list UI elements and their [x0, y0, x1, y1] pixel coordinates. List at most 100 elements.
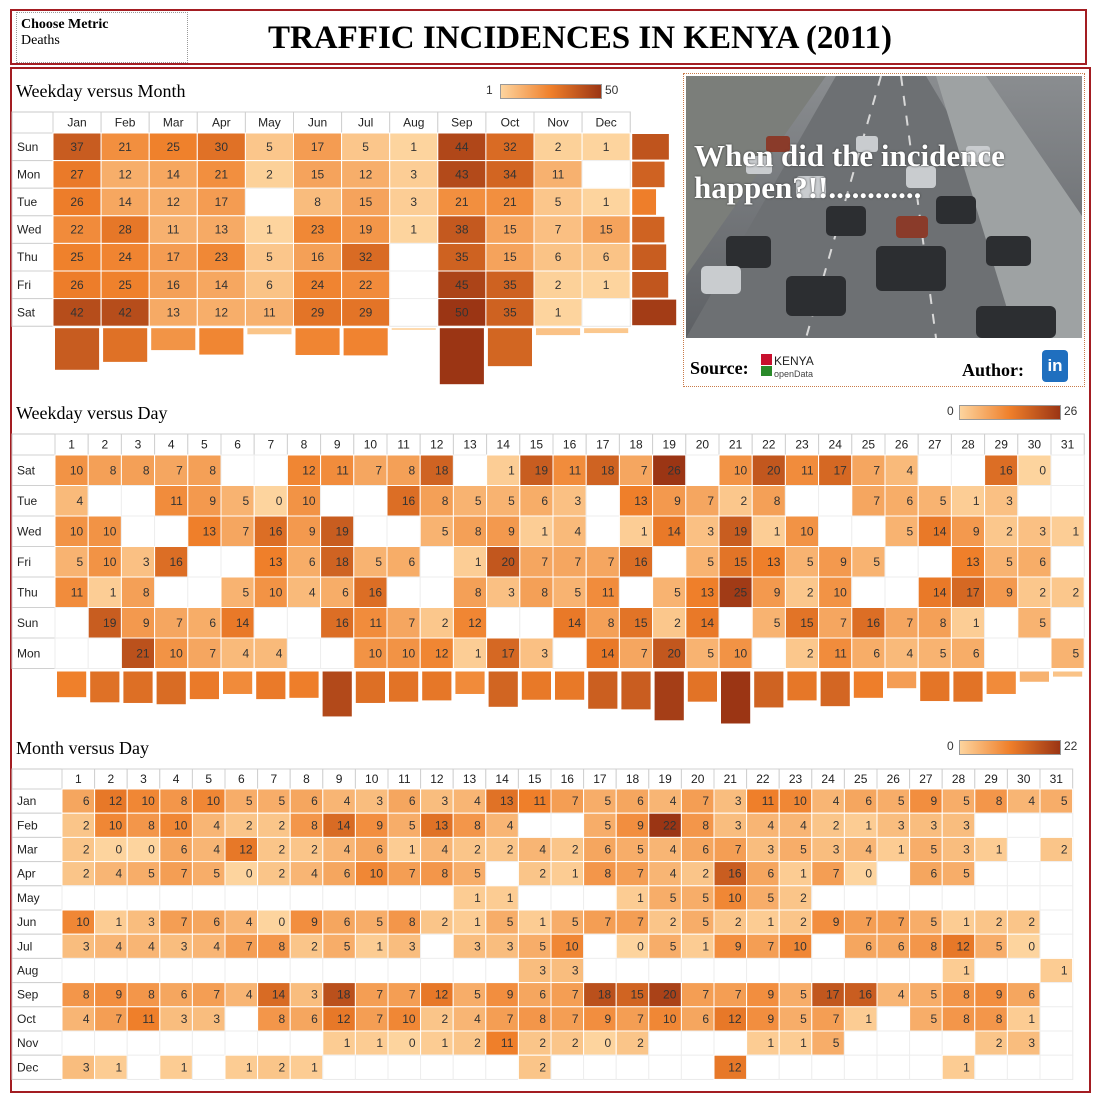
heatmap-cell-value: 11: [167, 223, 180, 237]
heatmap-cell-value: 8: [963, 988, 970, 1002]
column-header-label: 28: [952, 772, 966, 786]
heatmap-cell-value: 5: [670, 939, 677, 953]
heatmap-empty-cell: [843, 1054, 878, 1080]
heatmap-cell-value: 7: [376, 988, 383, 1002]
heatmap-cell-value: 10: [302, 494, 316, 508]
heatmap-cell-value: 15: [311, 167, 325, 181]
heatmap-empty-cell: [257, 1030, 291, 1056]
heatmap-cell: [289, 982, 324, 1008]
heatmap-empty-cell: [420, 933, 454, 959]
heatmap-cell-value: 23: [215, 250, 229, 264]
legend-max: 22: [1064, 739, 1078, 753]
heatmap-cell-value: 4: [344, 843, 351, 857]
heatmap-cell: [615, 1030, 650, 1056]
heatmap-cell-value: 8: [931, 939, 938, 953]
heatmap-cell: [583, 836, 617, 863]
heatmap-cell: [486, 485, 521, 517]
heatmap-cell: [784, 546, 820, 578]
heatmap-cell: [550, 982, 585, 1008]
heatmap-cell-value: 3: [898, 818, 905, 832]
heatmap-cell: [100, 270, 150, 300]
column-header-label: 14: [495, 772, 509, 786]
column-header-label: 29: [995, 438, 1009, 452]
heatmap-cell-value: 14: [167, 167, 181, 181]
heatmap-cell-value: 3: [931, 818, 938, 832]
heatmap-cell: [100, 242, 150, 272]
linkedin-icon[interactable]: in: [1042, 350, 1068, 382]
heatmap-cell: [1006, 909, 1041, 935]
heatmap-cell-value: 16: [402, 494, 416, 508]
heatmap-cell-value: 1: [603, 140, 610, 154]
metric-value[interactable]: Deaths: [21, 33, 60, 48]
heatmap-cell-value: 1: [266, 223, 273, 237]
heatmap-cell: [452, 885, 487, 911]
heatmap-cell-value: 3: [735, 794, 742, 808]
heatmap-cell-value: 24: [311, 278, 325, 292]
heatmap-cell-value: 11: [534, 794, 547, 808]
row-header-label: Wed: [17, 223, 41, 237]
heatmap-cell-value: 8: [475, 524, 482, 538]
heatmap-cell-value: 28: [118, 223, 132, 237]
heatmap-cell-value: 1: [641, 524, 648, 538]
heatmap-cell: [54, 515, 89, 547]
heatmap-cell: [253, 576, 288, 608]
heatmap-cell-value: 9: [768, 988, 775, 1002]
heatmap-cell-value: 4: [246, 915, 253, 929]
column-header-label: 21: [724, 772, 738, 786]
heatmap-cell-value: 7: [840, 616, 847, 630]
column-header-label: 18: [626, 772, 640, 786]
heatmap-cell-value: 2: [555, 140, 562, 154]
heatmap-cell-value: 1: [409, 843, 416, 857]
heatmap-cell-value: 5: [77, 555, 84, 569]
heatmap-cell-value: 11: [801, 463, 814, 477]
heatmap-empty-cell: [648, 1030, 682, 1056]
heatmap-empty-cell: [974, 1054, 1008, 1080]
heatmap-cell-value: 13: [767, 555, 781, 569]
heatmap-empty-cell: [517, 885, 552, 911]
column-total-bar: [289, 671, 319, 698]
metric-selector[interactable]: Choose Metric Deaths: [16, 12, 188, 63]
heatmap-cell-value: 12: [359, 167, 373, 181]
heatmap-cell: [615, 933, 650, 959]
heatmap-cell-value: 17: [215, 195, 229, 209]
heatmap-cell: [257, 861, 291, 887]
heatmap-cell-value: 0: [637, 939, 644, 953]
heatmap-empty-cell: [1039, 861, 1074, 887]
heatmap-cell: [615, 836, 650, 863]
heatmap-cell-value: 3: [143, 555, 150, 569]
heatmap-cell: [519, 546, 554, 578]
heatmap-cell-value: 8: [148, 988, 155, 1002]
heatmap-cell: [54, 454, 89, 486]
kenya-logo[interactable]: KENYA openData: [761, 354, 821, 387]
heatmap-cell-value: 5: [963, 794, 970, 808]
heatmap-cell: [950, 607, 986, 639]
heatmap-cell: [751, 515, 786, 547]
heatmap-cell: [191, 982, 226, 1008]
heatmap-cell: [685, 515, 720, 547]
heatmap-cell: [452, 909, 487, 935]
heatmap-cell: [486, 546, 521, 578]
heatmap-cell-value: 13: [500, 794, 514, 808]
heatmap-cell: [517, 982, 552, 1008]
heatmap-cell-value: 2: [279, 843, 286, 857]
heatmap-cell-value: 6: [409, 555, 416, 569]
heatmap-cell: [843, 788, 878, 814]
heatmap-empty-cell: [257, 885, 291, 911]
heatmap-empty-cell: [191, 885, 226, 911]
column-header-label: 5: [205, 772, 212, 786]
heatmap-cell: [257, 933, 291, 959]
heatmap-cell: [322, 861, 356, 887]
heatmap-cell: [286, 454, 322, 486]
heatmap-cell: [876, 909, 911, 935]
heatmap-cell-value: 9: [311, 915, 318, 929]
heatmap-empty-cell: [941, 1030, 976, 1056]
heatmap-cell-value: 9: [931, 794, 938, 808]
heatmap-empty-cell: [680, 1030, 715, 1056]
heatmap-cell-value: 8: [279, 939, 286, 953]
legend-weekday-day: 0 26: [947, 404, 1087, 420]
heatmap-cell-value: 2: [83, 843, 90, 857]
heatmap-cell-value: 35: [503, 278, 517, 292]
heatmap-cell-value: 3: [442, 794, 449, 808]
heatmap-cell: [974, 788, 1008, 814]
heatmap-cell: [485, 982, 519, 1008]
